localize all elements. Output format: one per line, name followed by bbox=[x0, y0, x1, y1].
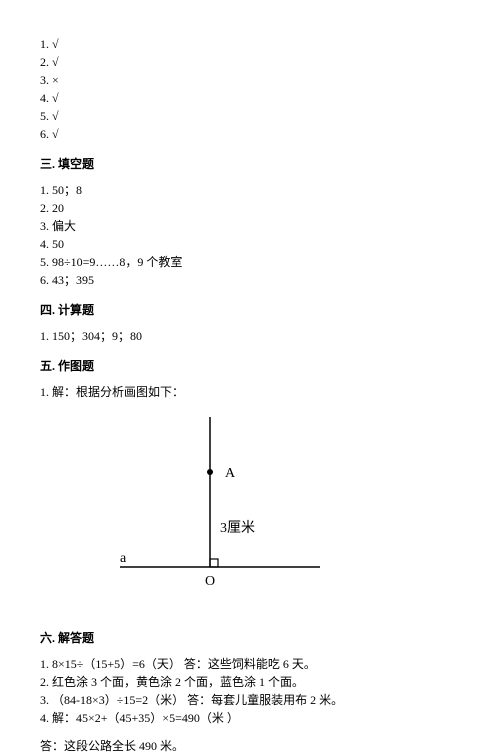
check-mark: √ bbox=[52, 127, 59, 141]
check-mark: √ bbox=[52, 109, 59, 123]
cross-mark: × bbox=[52, 73, 59, 87]
solution-answers: 1. 8×15÷（15+5）=6（天） 答：这些饲料能吃 6 天。 2. 红色涂… bbox=[40, 655, 460, 727]
section4-title: 四. 计算题 bbox=[40, 301, 460, 319]
calculation-answers: 1. 150；304；9；80 bbox=[40, 327, 460, 345]
tf-num: 3. bbox=[40, 73, 49, 87]
tf-item: 3. × bbox=[40, 71, 460, 89]
label-a: a bbox=[120, 551, 127, 566]
check-mark: √ bbox=[52, 91, 59, 105]
label-length: 3厘米 bbox=[220, 520, 255, 536]
list-item: 3. （84-18×3）÷15=2（米） 答：每套儿童服装用布 2 米。 bbox=[40, 691, 460, 709]
tf-num: 1. bbox=[40, 37, 49, 51]
drawing-answers: 1. 解：根据分析画图如下： bbox=[40, 383, 460, 401]
list-item: 1. 解：根据分析画图如下： bbox=[40, 383, 460, 401]
tf-num: 5. bbox=[40, 109, 49, 123]
geometry-diagram: l A 3厘米 a O bbox=[120, 417, 320, 597]
true-false-answers: 1. √ 2. √ 3. × 4. √ 5. √ 6. √ bbox=[40, 35, 460, 143]
section5-title: 五. 作图题 bbox=[40, 357, 460, 375]
final-answer: 答：这段公路全长 490 米。 bbox=[40, 737, 460, 755]
label-l: l bbox=[207, 417, 211, 419]
tf-num: 2. bbox=[40, 55, 49, 69]
tf-item: 6. √ bbox=[40, 125, 460, 143]
tf-item: 2. √ bbox=[40, 53, 460, 71]
tf-num: 6. bbox=[40, 127, 49, 141]
list-item: 6. 43；395 bbox=[40, 271, 460, 289]
tf-num: 4. bbox=[40, 91, 49, 105]
fill-blank-answers: 1. 50；8 2. 20 3. 偏大 4. 50 5. 98÷10=9……8，… bbox=[40, 181, 460, 289]
check-mark: √ bbox=[52, 55, 59, 69]
section3-title: 三. 填空题 bbox=[40, 155, 460, 173]
tf-item: 1. √ bbox=[40, 35, 460, 53]
section6-title: 六. 解答题 bbox=[40, 629, 460, 647]
list-item: 4. 50 bbox=[40, 235, 460, 253]
list-item: 5. 98÷10=9……8，9 个教室 bbox=[40, 253, 460, 271]
tf-item: 4. √ bbox=[40, 89, 460, 107]
list-item: 3. 偏大 bbox=[40, 217, 460, 235]
label-A: A bbox=[225, 466, 236, 481]
list-item: 1. 150；304；9；80 bbox=[40, 327, 460, 345]
check-mark: √ bbox=[52, 37, 59, 51]
list-item: 2. 红色涂 3 个面，黄色涂 2 个面，蓝色涂 1 个面。 bbox=[40, 673, 460, 691]
list-item: 2. 20 bbox=[40, 199, 460, 217]
list-item: 1. 50；8 bbox=[40, 181, 460, 199]
list-item: 1. 8×15÷（15+5）=6（天） 答：这些饲料能吃 6 天。 bbox=[40, 655, 460, 673]
list-item: 4. 解：45×2+（45+35）×5=490（米 ） bbox=[40, 709, 460, 727]
label-O: O bbox=[205, 574, 215, 589]
tf-item: 5. √ bbox=[40, 107, 460, 125]
